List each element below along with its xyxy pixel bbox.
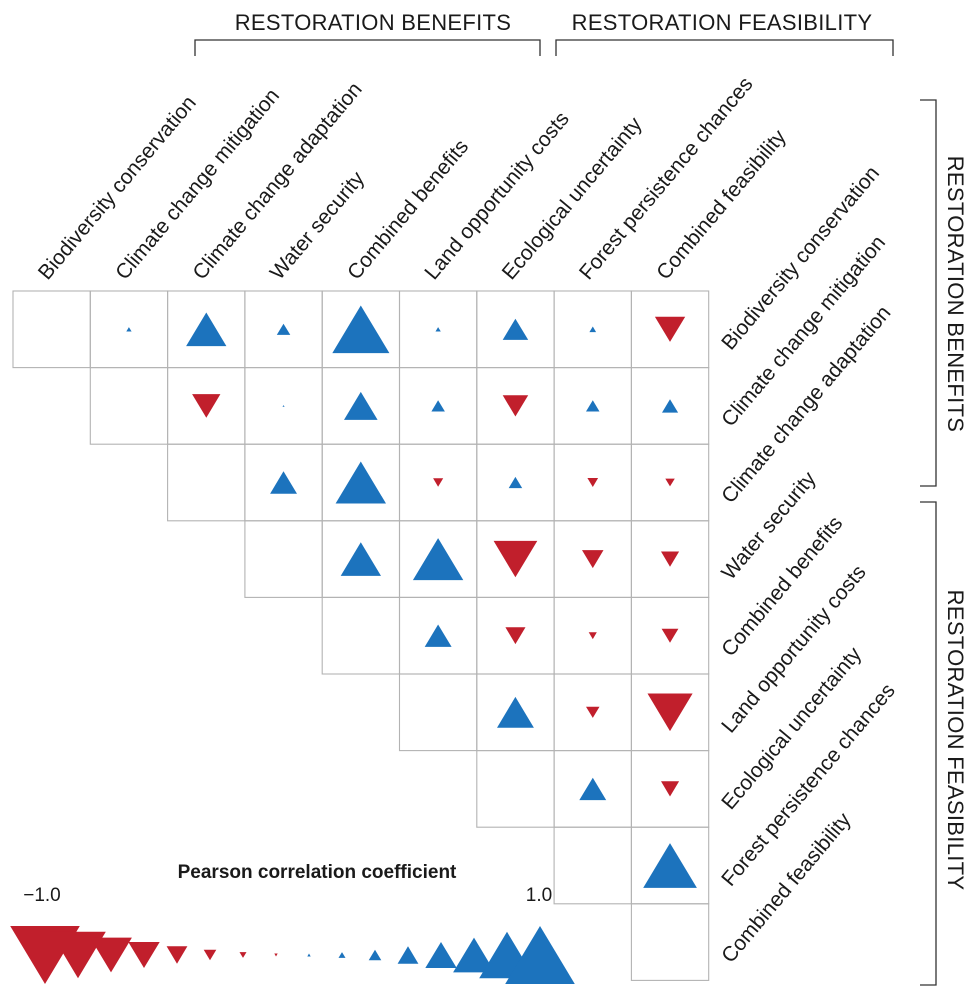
correlation-triangle-4-5 — [424, 624, 452, 647]
row-label-combined-benefits: Combined benefits — [717, 512, 847, 661]
correlation-triangle-0-5 — [435, 327, 441, 332]
side-bracket-feasibility — [920, 501, 937, 986]
correlation-triangle-1-2 — [192, 394, 221, 418]
correlation-marks — [126, 305, 697, 888]
top-group-label-feasibility: RESTORATION FEASIBILITY — [572, 10, 873, 35]
matrix-cell — [476, 750, 555, 828]
correlation-triangle-0-7 — [589, 326, 597, 333]
correlation-triangle-1-4 — [344, 391, 378, 420]
col-label-climate-change-mitigation: Climate change mitigation — [111, 84, 284, 284]
correlation-triangle-0-4 — [332, 305, 390, 354]
correlation-triangle-0-3 — [276, 323, 291, 335]
legend-triangle-9 — [338, 952, 346, 958]
correlation-triangle-0-1 — [126, 327, 132, 332]
side-group-label-feasibility: RESTORATION FEASIBILITY — [943, 590, 968, 891]
correlation-triangle-3-7 — [582, 550, 604, 569]
correlation-triangle-1-8 — [662, 399, 679, 413]
top-group-label-benefits: RESTORATION BENEFITS — [235, 10, 512, 35]
col-label-ecological-uncertainty: Ecological uncertainty — [498, 113, 647, 285]
correlation-triangle-2-6 — [508, 476, 523, 489]
legend-triangle-3 — [128, 942, 160, 968]
legend: Pearson correlation coefficient −1.0 1.0 — [10, 862, 575, 984]
correlation-triangle-1-5 — [431, 400, 445, 412]
matrix-cell — [89, 367, 169, 445]
correlation-triangle-6-8 — [661, 781, 680, 797]
correlation-triangle-0-6 — [502, 318, 529, 340]
matrix-cell — [12, 290, 91, 369]
correlation-triangle-0-2 — [186, 312, 227, 347]
legend-min-label: −1.0 — [23, 885, 61, 906]
legend-triangle-2 — [90, 937, 132, 973]
correlation-triangle-2-8 — [665, 478, 675, 487]
legend-max-label: 1.0 — [526, 885, 552, 906]
correlation-triangle-3-4 — [340, 542, 381, 576]
correlation-triangle-4-8 — [661, 628, 679, 643]
correlation-triangle-2-7 — [587, 478, 599, 487]
matrix-cell — [167, 443, 246, 522]
legend-triangle-5 — [203, 949, 217, 961]
correlation-triangle-7-8 — [643, 843, 697, 888]
col-label-biodiversity-conservation: Biodiversity conservation — [34, 91, 201, 284]
correlation-triangle-5-6 — [497, 696, 534, 728]
correlation-triangle-3-5 — [412, 538, 464, 581]
legend-triangle-10 — [368, 949, 382, 961]
matrix-grid — [12, 290, 710, 981]
correlation-triangle-6-7 — [579, 777, 607, 801]
matrix-cell — [321, 596, 401, 675]
correlation-triangle-3-6 — [493, 540, 538, 578]
row-label-combined-feasibility: Combined feasibility — [717, 808, 856, 967]
legend-triangle-4 — [166, 946, 188, 964]
matrix-cell — [553, 826, 632, 905]
correlation-triangle-2-3 — [270, 471, 297, 494]
correlation-triangle-4-7 — [588, 632, 597, 640]
group-brackets: RESTORATION BENEFITS RESTORATION FEASIBI… — [194, 10, 968, 986]
matrix-cell — [630, 903, 710, 981]
legend-triangle-15 — [505, 926, 575, 984]
legend-triangle-6 — [239, 952, 247, 958]
correlation-triangle-0-8 — [654, 316, 686, 342]
col-label-land-opportunity-costs: Land opportunity costs — [420, 108, 573, 285]
top-bracket-feasibility — [555, 39, 894, 56]
col-label-combined-feasibility: Combined feasibility — [652, 125, 791, 284]
legend-triangle-11 — [397, 946, 419, 964]
correlation-triangle-3-8 — [661, 551, 680, 567]
side-bracket-benefits — [920, 99, 937, 487]
legend-triangle-1 — [50, 931, 106, 979]
side-group-label-benefits: RESTORATION BENEFITS — [943, 156, 968, 433]
correlation-triangle-5-7 — [586, 706, 600, 718]
correlation-triangle-1-7 — [586, 400, 600, 412]
legend-title: Pearson correlation coefficient — [178, 862, 457, 883]
correlation-triangle-2-5 — [433, 478, 444, 487]
matrix-cell — [398, 673, 478, 752]
correlation-triangle-1-3 — [282, 405, 285, 407]
legend-triangle-12 — [425, 942, 457, 968]
top-bracket-benefits — [194, 39, 541, 56]
legend-triangle-7 — [274, 953, 278, 957]
correlation-triangle-2-4 — [335, 461, 386, 504]
correlation-triangle-5-8 — [647, 693, 693, 732]
correlation-triangle-1-6 — [502, 395, 529, 417]
matrix-cell — [244, 520, 323, 598]
legend-triangle-13 — [453, 937, 495, 973]
legend-triangle-8 — [307, 953, 311, 957]
correlation-triangle-4-6 — [505, 627, 526, 645]
